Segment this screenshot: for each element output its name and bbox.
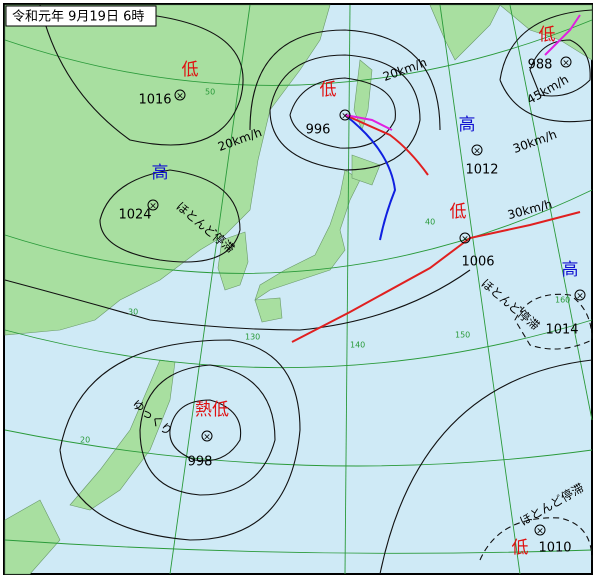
isobar (514, 293, 593, 350)
occluded-front (544, 14, 581, 56)
isobar (289, 77, 396, 149)
grid-line (509, 4, 593, 421)
isobar (39, 4, 244, 146)
center-x: × (149, 202, 157, 212)
grid-label: 20 (80, 436, 90, 445)
pressure-label: 1014 (545, 323, 578, 338)
isobar (479, 517, 593, 561)
grid-label: 130 (245, 333, 260, 342)
isobar (499, 9, 593, 123)
center-x: × (176, 92, 184, 102)
isobar (379, 359, 593, 575)
isobar (4, 269, 471, 331)
grid-line (4, 189, 593, 274)
grid-label: 50 (205, 88, 215, 97)
center-mark (459, 232, 471, 244)
center-mark (147, 199, 159, 211)
center-x: × (576, 292, 584, 302)
center-mark (560, 56, 572, 68)
system-label: 低 (450, 202, 467, 222)
isobar (529, 39, 591, 97)
pressure-label: 1010 (538, 541, 571, 556)
center-x: × (536, 527, 544, 537)
pressure-label: 996 (306, 123, 331, 138)
center-mark (201, 430, 213, 442)
center-x: × (562, 59, 570, 69)
system-label: 高 (562, 260, 579, 280)
title-box (5, 5, 157, 27)
system-label: 低 (320, 80, 337, 100)
isobars (4, 4, 593, 575)
system-label: 低 (182, 60, 199, 80)
grid-label: 40 (425, 218, 435, 227)
isobar (139, 364, 276, 496)
center-mark (574, 289, 586, 301)
cold-front (344, 114, 397, 241)
grid-line (344, 4, 351, 575)
pressure-label: 1012 (465, 163, 498, 178)
pressure-label: 1016 (138, 93, 171, 108)
map-title: 令和元年 9月19日 6時 (12, 10, 144, 25)
grid-line (4, 539, 593, 554)
grid-label: 160 (555, 296, 570, 305)
system-label: 高 (459, 115, 476, 135)
pressure-label: 998 (188, 455, 213, 470)
center-x: × (461, 235, 469, 245)
grid-label: 150 (455, 331, 470, 340)
center-mark (174, 89, 186, 101)
pressure-label: 1024 (118, 208, 151, 223)
isobar (99, 169, 241, 263)
center-mark (339, 109, 351, 121)
isobar (59, 339, 301, 541)
grid-label: 140 (350, 341, 365, 350)
grid-line (439, 4, 521, 575)
center-x: × (203, 433, 211, 443)
system-label: 熱低 (195, 400, 229, 420)
isobar (269, 54, 421, 171)
isobar (169, 399, 242, 462)
center-x: × (473, 147, 481, 157)
grid-line (4, 319, 593, 369)
grid-line (4, 429, 593, 467)
lat-lon-grid (4, 4, 593, 575)
system-label: 高 (152, 163, 169, 183)
center-mark (471, 144, 483, 156)
warm-front (344, 114, 429, 176)
pressure-label: 988 (528, 58, 553, 73)
grid-label: 30 (128, 308, 138, 317)
center-mark (534, 524, 546, 536)
fronts (291, 14, 581, 343)
center-x: × (341, 112, 349, 122)
stationary-front (291, 211, 581, 343)
system-label: 低 (539, 25, 556, 45)
grid-line (169, 4, 251, 575)
isobar (249, 29, 441, 131)
pressure-label: 1006 (461, 255, 494, 270)
system-label: 低 (512, 538, 529, 558)
occluded-front (344, 114, 393, 131)
